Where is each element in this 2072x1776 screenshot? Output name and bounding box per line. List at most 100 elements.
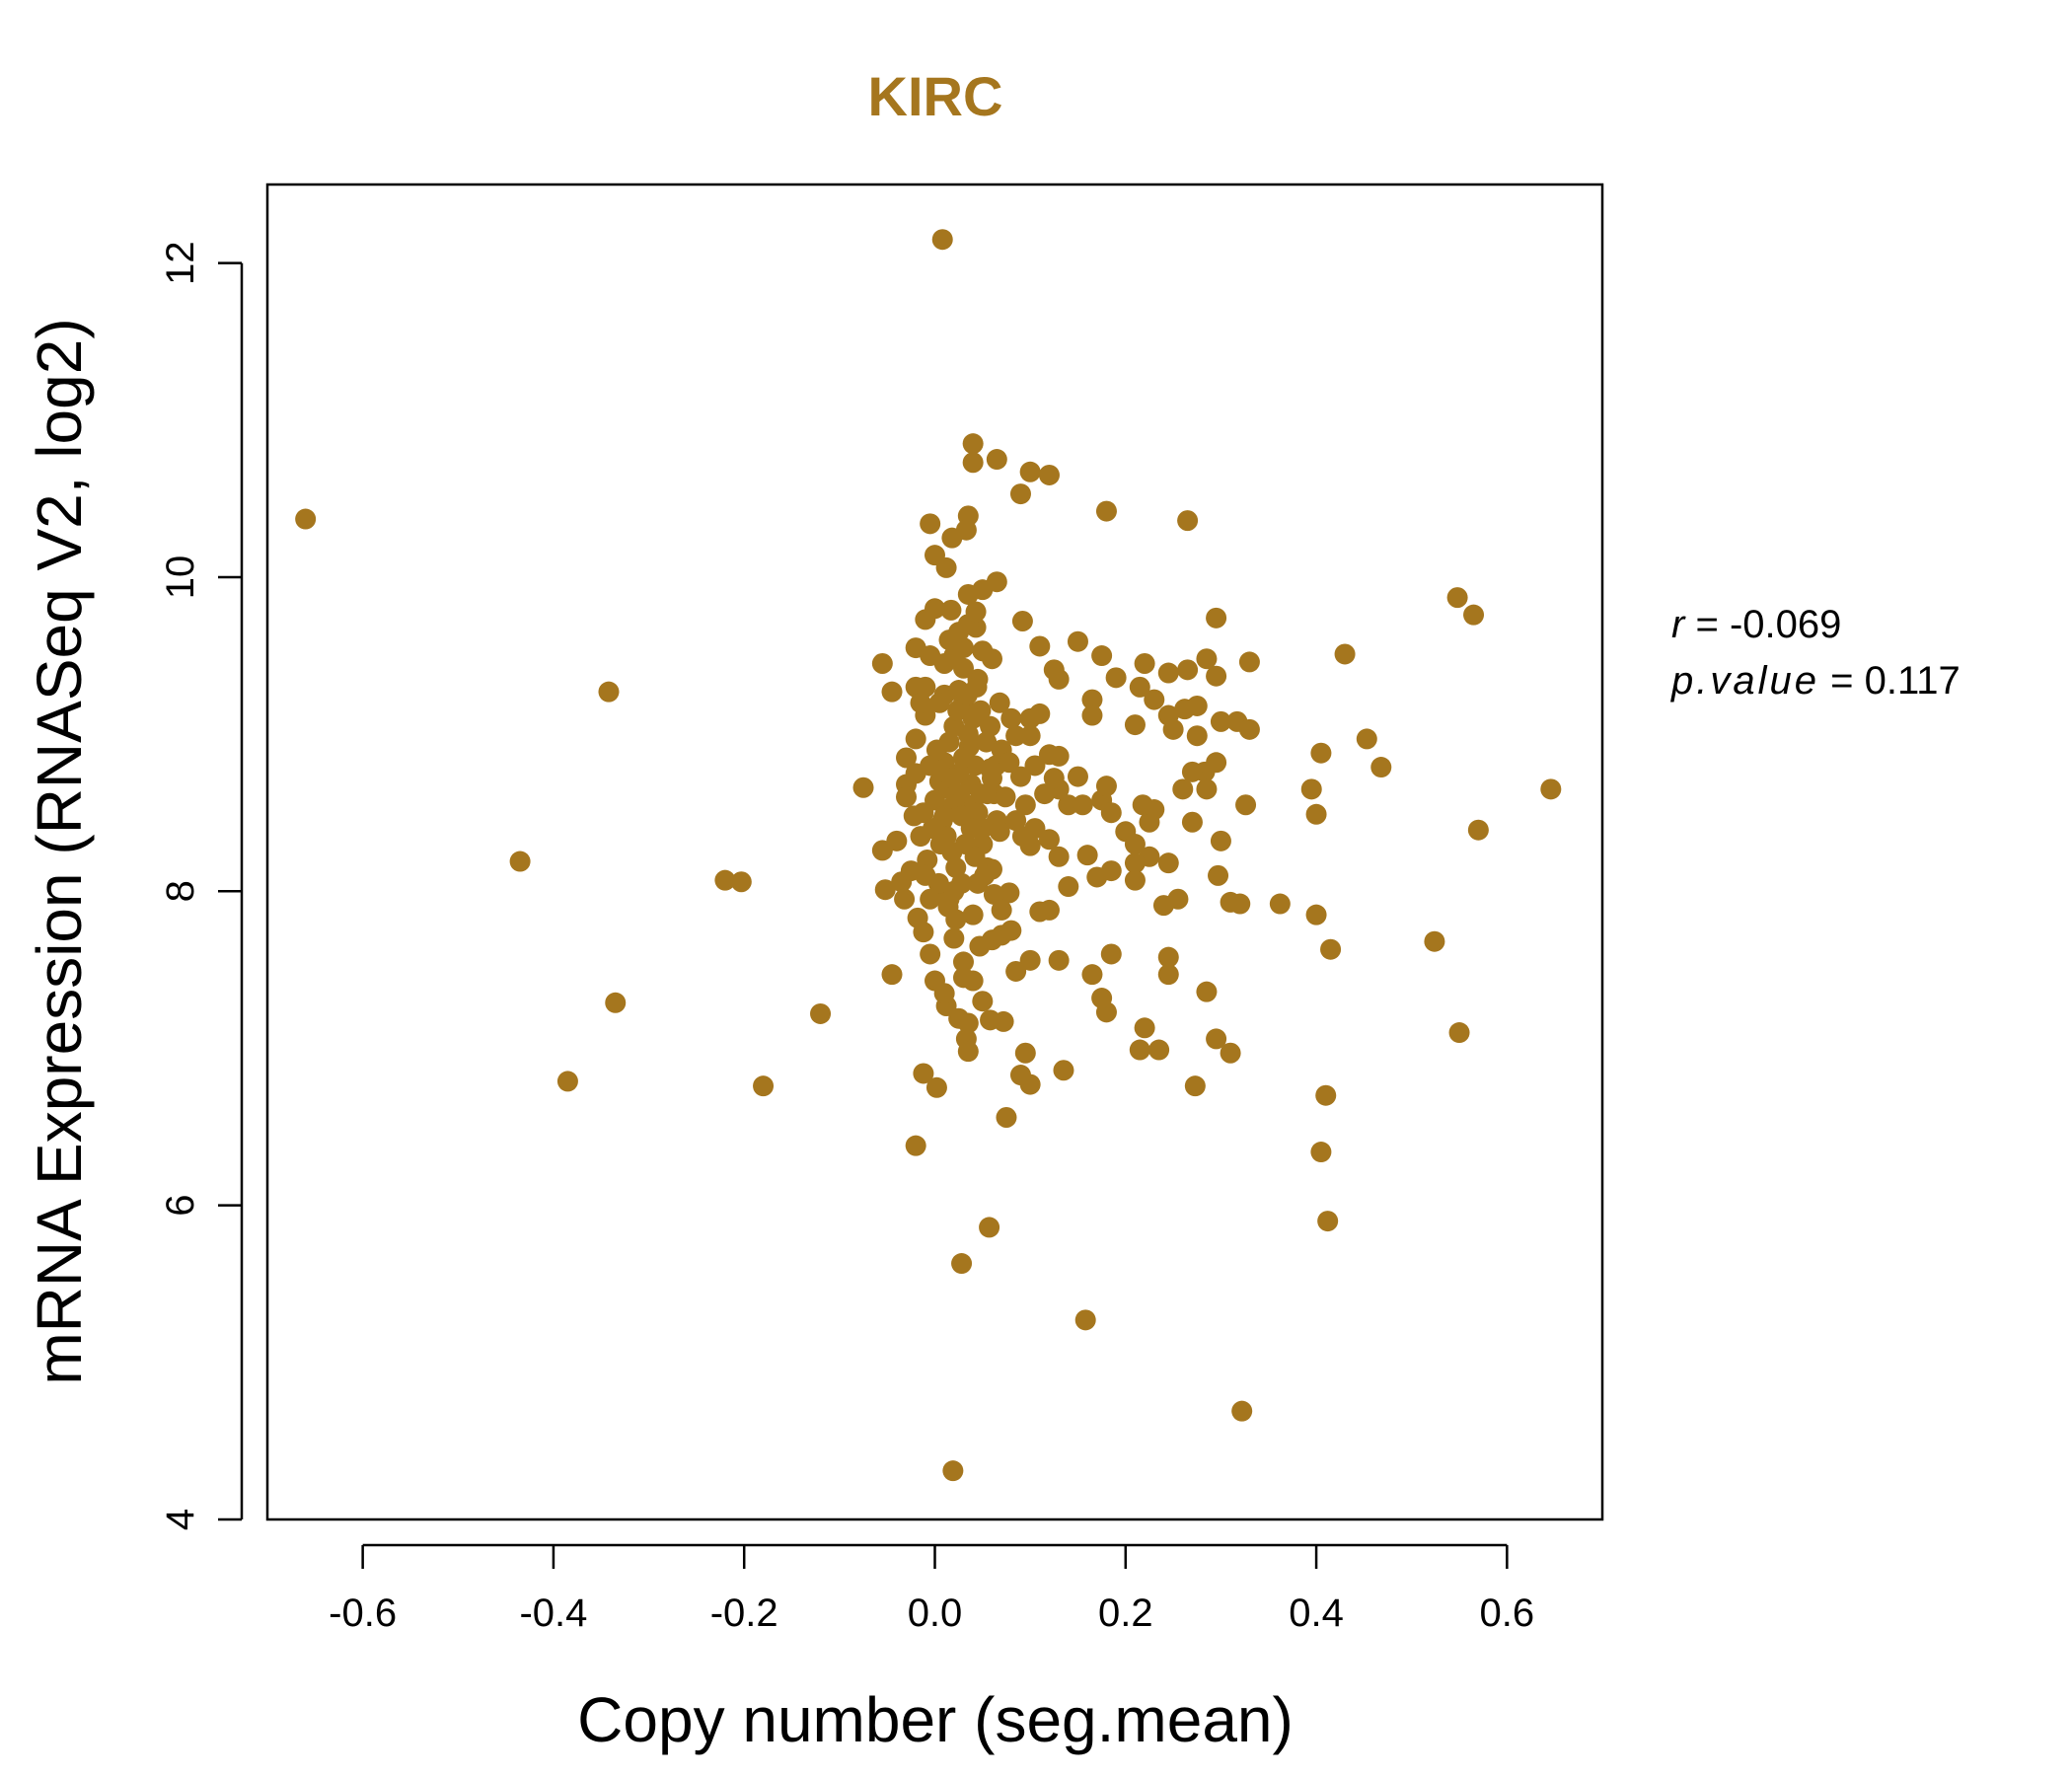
data-point: [979, 1217, 1000, 1238]
data-point: [967, 802, 989, 824]
data-point: [1014, 794, 1036, 816]
data-point: [1124, 714, 1146, 736]
data-point: [983, 883, 1004, 905]
data-point: [1014, 1042, 1036, 1064]
data-point: [753, 1075, 775, 1097]
data-point: [1184, 1075, 1206, 1097]
data-point: [1356, 728, 1377, 750]
data-point: [1132, 794, 1153, 816]
data-point: [1029, 901, 1051, 923]
data-point: [905, 728, 926, 750]
data-point: [1157, 946, 1179, 968]
data-point: [995, 786, 1016, 808]
x-tick-label: 0.0: [908, 1591, 963, 1635]
data-point: [1043, 768, 1065, 789]
data-point: [905, 1135, 926, 1156]
data-point: [1038, 829, 1060, 851]
data-point: [1005, 725, 1027, 747]
data-point: [923, 818, 944, 840]
data-point: [957, 1012, 979, 1034]
data-point: [1310, 1142, 1332, 1163]
data-point: [1177, 659, 1199, 681]
data-point: [852, 777, 874, 798]
data-point: [605, 992, 627, 1013]
data-point: [1105, 667, 1127, 689]
data-point: [935, 556, 957, 578]
data-point: [903, 805, 925, 827]
data-point: [962, 707, 984, 729]
data-point: [1424, 930, 1445, 952]
data-point: [920, 513, 941, 535]
data-point: [1231, 1400, 1253, 1422]
data-point: [1206, 1028, 1227, 1050]
data-point: [1091, 988, 1113, 1009]
data-point: [1134, 1017, 1155, 1039]
data-point: [925, 1076, 947, 1098]
data-point: [1074, 1309, 1096, 1331]
data-point: [1196, 648, 1218, 670]
data-point: [598, 681, 620, 703]
data-point: [913, 922, 934, 943]
data-point: [957, 723, 979, 745]
data-point: [991, 899, 1012, 921]
data-point: [962, 452, 984, 474]
data-point: [928, 692, 950, 713]
data-point: [810, 1002, 832, 1024]
data-point: [1095, 500, 1117, 522]
data-point: [1011, 611, 1033, 632]
data-point: [896, 747, 918, 769]
data-point: [1269, 893, 1291, 915]
data-point: [969, 935, 991, 957]
data-point: [917, 849, 938, 870]
data-point: [941, 768, 963, 789]
data-point: [999, 752, 1020, 774]
data-point: [1095, 776, 1117, 797]
data-point: [1058, 876, 1079, 898]
r-label: r: [1671, 603, 1686, 646]
data-point: [966, 676, 988, 698]
data-point: [913, 1063, 934, 1084]
data-point: [1157, 662, 1179, 684]
data-point: [1134, 652, 1155, 674]
data-point: [1091, 645, 1113, 667]
data-point: [910, 692, 931, 713]
points-layer: [295, 229, 1562, 1482]
data-point: [1000, 707, 1022, 729]
data-point: [947, 700, 969, 721]
data-point: [952, 951, 974, 973]
data-point: [1019, 461, 1041, 482]
data-point: [1177, 510, 1199, 532]
data-point: [881, 964, 903, 986]
data-point: [1144, 689, 1165, 710]
data-point: [1011, 826, 1033, 848]
data-point: [1229, 893, 1251, 915]
data-point: [1100, 802, 1122, 824]
x-tick-label: -0.4: [519, 1591, 587, 1635]
plot-frame: [265, 183, 1604, 1521]
data-point: [1048, 668, 1070, 690]
data-point: [1157, 852, 1179, 874]
data-point: [1029, 635, 1051, 657]
data-point: [964, 846, 986, 867]
data-point: [1067, 630, 1088, 652]
data-point: [915, 609, 936, 630]
data-point: [1315, 1084, 1337, 1106]
data-point: [943, 880, 965, 902]
data-point: [976, 731, 998, 753]
data-point: [894, 888, 916, 910]
y-axis: 4 6 8 10 12: [159, 241, 244, 1530]
x-tick-label: -0.6: [329, 1591, 397, 1635]
data-point: [952, 747, 974, 769]
x-axis: -0.6 -0.4 -0.2 0.0 0.2 0.4 0.6: [329, 1543, 1534, 1635]
data-point: [1000, 920, 1022, 941]
data-point: [896, 786, 918, 808]
data-point: [962, 904, 984, 925]
data-point: [1370, 757, 1392, 778]
data-point: [1186, 725, 1208, 747]
data-point: [1081, 964, 1103, 986]
data-point: [714, 869, 736, 891]
data-point: [1038, 464, 1060, 485]
data-point: [1129, 1039, 1150, 1061]
data-point: [1172, 778, 1194, 800]
